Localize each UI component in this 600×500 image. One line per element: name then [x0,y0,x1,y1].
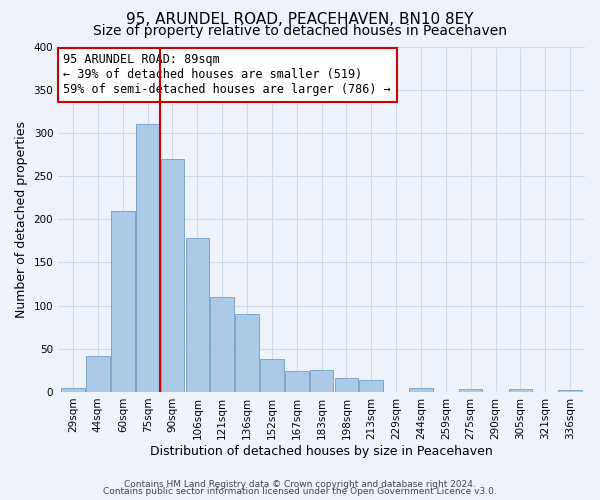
Bar [161,159,184,392]
Bar [409,388,433,392]
Bar [61,388,85,392]
Bar [359,380,383,392]
Bar [335,378,358,392]
Text: Contains public sector information licensed under the Open Government Licence v3: Contains public sector information licen… [103,487,497,496]
Bar [260,359,284,392]
X-axis label: Distribution of detached houses by size in Peacehaven: Distribution of detached houses by size … [150,444,493,458]
Bar [310,370,334,392]
Bar [285,371,308,392]
Bar [459,388,482,392]
Bar [558,390,582,392]
Text: Contains HM Land Registry data © Crown copyright and database right 2024.: Contains HM Land Registry data © Crown c… [124,480,476,489]
Bar [211,297,234,392]
Text: 95 ARUNDEL ROAD: 89sqm
← 39% of detached houses are smaller (519)
59% of semi-de: 95 ARUNDEL ROAD: 89sqm ← 39% of detached… [64,54,391,96]
Text: 95, ARUNDEL ROAD, PEACEHAVEN, BN10 8EY: 95, ARUNDEL ROAD, PEACEHAVEN, BN10 8EY [126,12,474,28]
Text: Size of property relative to detached houses in Peacehaven: Size of property relative to detached ho… [93,24,507,38]
Bar [509,390,532,392]
Bar [185,238,209,392]
Bar [136,124,160,392]
Bar [86,356,110,392]
Y-axis label: Number of detached properties: Number of detached properties [15,120,28,318]
Bar [111,210,134,392]
Bar [235,314,259,392]
